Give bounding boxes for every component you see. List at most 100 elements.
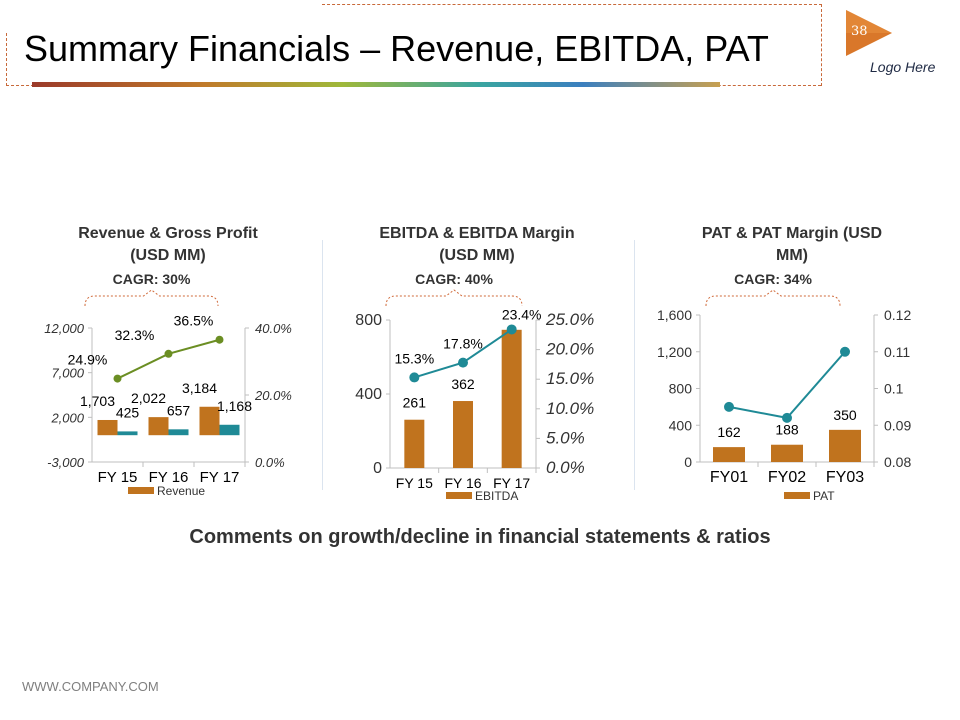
y2-tick-label: 20.0% [545, 340, 594, 359]
y-tick-label: 400 [355, 386, 382, 403]
bar-label: 162 [717, 424, 741, 440]
y-tick-label: 12,000 [44, 321, 85, 336]
bar [501, 329, 522, 468]
y2-tick-label: 5.0% [546, 428, 585, 447]
margin-label: 32.3% [115, 327, 155, 343]
legend-label: EBITDA [475, 489, 518, 503]
bar-secondary [219, 424, 240, 436]
legend-swatch [128, 487, 154, 494]
chart-ebitda: EBITDA & EBITDA Margin (USD MM) CAGR: 40% 0… [340, 210, 620, 515]
y-tick-label: 0 [373, 460, 382, 477]
y-tick-label: 7,000 [51, 366, 84, 381]
y-tick-label: 1,200 [657, 344, 692, 360]
y2-tick-label: 0.0% [255, 455, 285, 470]
legend-swatch [446, 492, 472, 499]
margin-label: 36.5% [174, 313, 214, 329]
bar-label: 425 [116, 404, 140, 420]
margin-point [782, 412, 792, 423]
bar-label: 1,703 [80, 393, 115, 409]
y2-tick-label: 0.1 [884, 381, 904, 397]
x-tick-label: FY03 [826, 469, 864, 486]
cagr-bracket [705, 289, 841, 307]
margin-point [506, 324, 517, 335]
bar [829, 429, 861, 462]
y2-tick-label: 0.0% [546, 458, 585, 477]
bar-label: 2,022 [131, 390, 166, 406]
legend-swatch [784, 492, 810, 499]
x-tick-label: FY 15 [98, 469, 138, 486]
margin-point [164, 349, 173, 358]
margin-point [840, 346, 850, 357]
chart-revenue: Revenue & Gross Profit (USD MM) CAGR: 30% -… [40, 210, 310, 515]
chart-divider [322, 240, 323, 490]
cagr-bracket [385, 289, 523, 307]
y2-tick-label: 15.0% [546, 369, 594, 388]
bar-label: 350 [833, 407, 857, 423]
legend-label: Revenue [157, 484, 205, 498]
chart-title: Revenue & Gross Profit [78, 225, 258, 242]
bar-label: 261 [403, 395, 427, 411]
y2-tick-label: 0.11 [884, 344, 910, 360]
cagr-bracket [84, 289, 219, 307]
y-tick-label: 2,000 [50, 410, 84, 425]
y-tick-label: 800 [669, 381, 693, 397]
chart-ebitda-svg: EBITDA & EBITDA Margin (USD MM) CAGR: 40% 0… [355, 225, 594, 503]
y-tick-label: 400 [669, 417, 693, 433]
y2-tick-label: 20.0% [254, 388, 292, 403]
chart-pat-svg: PAT & PAT Margin (USD MM) CAGR: 34% 0 400 800… [657, 225, 912, 503]
footer-url: WWW.COMPANY.COM [22, 679, 159, 694]
title-frame-top [322, 4, 822, 6]
bar-label: 362 [451, 376, 475, 392]
bar-label: 188 [775, 422, 799, 438]
chart-pat: PAT & PAT Margin (USD MM) CAGR: 34% 0 400 800… [650, 210, 940, 515]
cagr-label: CAGR: 40% [415, 271, 493, 287]
x-tick-label: FY 17 [493, 475, 530, 491]
bar [404, 419, 425, 468]
title-frame-right [821, 4, 823, 86]
y2-tick-label: 0.12 [884, 307, 911, 323]
y2-tick-label: 25.0% [545, 310, 594, 329]
bar-secondary [117, 431, 138, 436]
y-tick-label: -3,000 [47, 455, 85, 470]
y2-tick-label: 0.09 [884, 417, 911, 433]
margin-point [215, 335, 224, 344]
y-tick-label: 1,600 [657, 307, 692, 323]
bar-label: 747 [500, 305, 524, 321]
cagr-label: CAGR: 30% [113, 271, 191, 287]
x-tick-label: FY 15 [396, 475, 433, 491]
y-tick-label: 0 [684, 454, 692, 470]
comment-heading: Comments on growth/decline in financial … [189, 526, 771, 548]
bar [453, 401, 473, 468]
chart-title: PAT & PAT Margin (USD [702, 225, 882, 242]
y-tick-label: 800 [355, 312, 382, 329]
bar-label: 657 [167, 402, 191, 418]
chart-revenue-svg: Revenue & Gross Profit (USD MM) CAGR: 30% -… [44, 225, 292, 498]
y2-tick-label: 10.0% [546, 399, 594, 418]
bar-label: 3,184 [182, 380, 217, 396]
margin-label: 17.8% [443, 336, 483, 352]
x-tick-label: FY 17 [200, 469, 240, 486]
margin-point [724, 401, 734, 412]
legend-label: PAT [813, 489, 835, 503]
title-underline [32, 82, 720, 87]
bar-secondary [168, 429, 189, 436]
margin-point [113, 374, 122, 383]
slide-title: Summary Financials – Revenue, EBITDA, PA… [24, 28, 769, 69]
margin-label: 24.9% [68, 352, 108, 368]
x-tick-label: FY02 [768, 469, 806, 486]
x-tick-label: FY 16 [149, 469, 189, 486]
margin-label: 23.4% [502, 306, 542, 322]
margin-label: 15.3% [394, 350, 434, 366]
bar [713, 447, 745, 462]
y2-tick-label: 0.08 [884, 454, 911, 470]
page-badge-icon [846, 10, 892, 56]
margin-line [117, 338, 220, 380]
logo-placeholder: Logo Here [870, 59, 936, 75]
x-tick-label: FY01 [710, 469, 748, 486]
chart-title: (USD MM) [130, 247, 206, 264]
margin-point [458, 357, 468, 368]
margin-point [409, 372, 420, 383]
bar [199, 406, 220, 436]
chart-title: (USD MM) [439, 247, 515, 264]
page-number: 38 [851, 24, 868, 39]
